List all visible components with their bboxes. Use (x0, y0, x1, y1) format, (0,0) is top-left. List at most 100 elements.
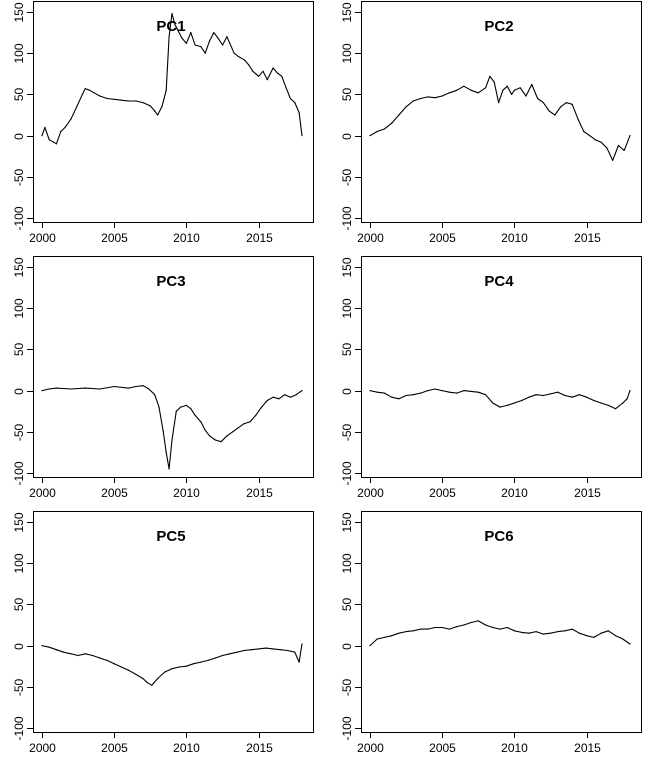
data-point (217, 37, 219, 40)
y-tick-label: 50 (340, 343, 354, 357)
data-point (185, 42, 187, 44)
x-tick-label: 2000 (29, 741, 56, 755)
data-point (99, 657, 101, 659)
chart-panel-6: -100 -50 0 50 100 150 2000 2005 2010 2015 PC6 (328, 510, 656, 765)
data-point (266, 79, 268, 81)
data-point (448, 628, 450, 630)
data-point (250, 649, 252, 651)
data-point (243, 59, 245, 61)
data-point (571, 628, 573, 630)
data-point (248, 64, 250, 66)
x-tick-label: 2010 (173, 231, 200, 245)
data-point (427, 628, 429, 630)
data-point (412, 394, 414, 396)
data-point (171, 13, 173, 15)
series-1 (369, 75, 631, 161)
data-point (600, 402, 602, 404)
data-point (463, 85, 465, 87)
data-point (142, 102, 144, 104)
data-point (41, 645, 43, 647)
y-tick-label: 100 (340, 43, 354, 63)
data-point (434, 626, 436, 629)
chart-svg: -100 -50 0 50 100 150 2000 2005 2010 2015 PC6 (340, 511, 642, 755)
data-point (295, 394, 297, 396)
data-point (492, 402, 494, 404)
data-point (434, 388, 436, 390)
y-tick-label: 50 (12, 88, 26, 102)
data-point (470, 390, 472, 392)
data-point (120, 666, 122, 668)
y-tick-label: 150 (340, 512, 354, 532)
data-point (623, 149, 625, 151)
data-point (53, 141, 55, 143)
y-tick-label: 150 (12, 257, 26, 277)
x-tick-label: 2005 (101, 741, 128, 755)
data-point (213, 31, 215, 34)
series-1 (41, 385, 303, 470)
chart-panel-3: -100 -50 0 50 100 150 2000 2005 2010 2015 PC3 (0, 255, 328, 510)
data-point (622, 402, 624, 404)
data-point (560, 106, 562, 108)
data-point (162, 431, 164, 433)
data-point (220, 441, 222, 443)
data-point (70, 118, 72, 120)
data-point (222, 44, 224, 46)
data-point (485, 87, 487, 89)
data-point (615, 408, 617, 410)
data-point (519, 87, 521, 89)
chart-svg: -100 -50 0 50 100 150 2000 2005 2010 2015 PC2 (340, 1, 642, 245)
data-point (207, 659, 209, 661)
data-point (77, 654, 79, 657)
data-point (528, 396, 530, 398)
data-point (294, 651, 296, 653)
data-point (485, 624, 487, 626)
data-point (41, 390, 43, 392)
data-point (506, 85, 508, 87)
data-point (157, 678, 159, 680)
data-point (60, 130, 62, 133)
x-tick-label: 2005 (101, 486, 128, 500)
data-point (594, 139, 596, 141)
data-point (106, 659, 108, 661)
data-point (506, 626, 508, 629)
data-point (284, 394, 286, 396)
plot-frame (361, 1, 642, 223)
data-point (237, 55, 239, 58)
y-tick-label: 100 (12, 298, 26, 318)
data-point (577, 118, 579, 120)
data-point (84, 653, 86, 655)
data-point (41, 135, 43, 137)
data-point (369, 135, 371, 137)
data-point (583, 130, 585, 133)
data-point (70, 653, 72, 655)
data-point (557, 631, 559, 633)
data-point (493, 81, 495, 83)
data-point (565, 102, 567, 104)
data-point (99, 388, 101, 390)
x-tick-label: 2010 (173, 741, 200, 755)
y-tick-label: 0 (340, 643, 354, 650)
y-tick-label: -100 (12, 461, 26, 485)
data-point (600, 632, 602, 634)
series-line (41, 643, 303, 686)
data-point (128, 669, 130, 671)
data-point (420, 392, 422, 394)
data-point (194, 414, 196, 416)
data-point (158, 406, 160, 408)
data-point (629, 390, 631, 392)
chart-title: PC2 (484, 18, 513, 35)
data-point (289, 396, 291, 398)
data-point (174, 23, 176, 25)
data-point (287, 649, 289, 652)
y-tick-label: 50 (12, 343, 26, 357)
series-1 (41, 13, 303, 145)
data-point (272, 396, 274, 398)
data-point (535, 631, 537, 633)
data-point (498, 102, 500, 104)
chart-title: PC6 (484, 528, 513, 545)
data-point (470, 89, 472, 91)
data-point (383, 128, 385, 130)
y-tick-label: -50 (12, 679, 26, 697)
data-point (441, 390, 443, 392)
